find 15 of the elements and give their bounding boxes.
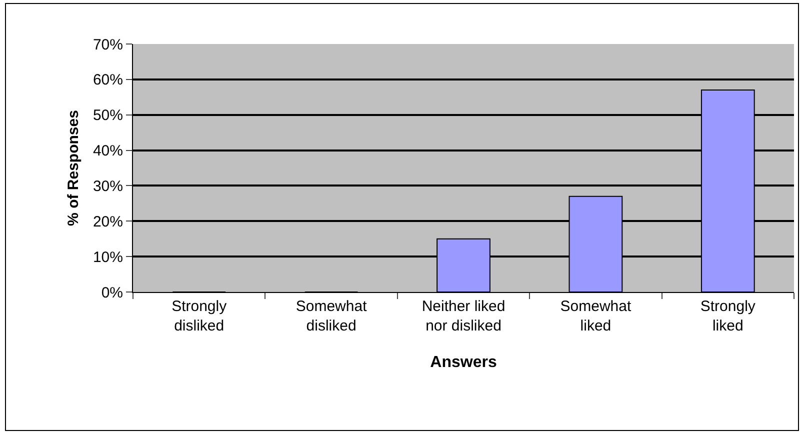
y-tick-label: 20% <box>92 213 123 230</box>
x-tick-label: Somewhat liked <box>560 298 632 334</box>
x-tick-label: Strongly disliked <box>172 298 228 334</box>
y-tick-label: 0% <box>101 284 123 302</box>
y-tick-label: 50% <box>92 107 123 124</box>
x-tick-label: Somewhat disliked <box>296 298 368 334</box>
x-tick-label: Strongly liked <box>700 298 756 334</box>
x-axis-title: Answers <box>430 354 497 372</box>
x-tick-label: Neither liked nor disliked <box>422 298 506 334</box>
y-tick-label: 40% <box>92 142 123 160</box>
y-tick-label: 30% <box>92 178 123 195</box>
y-tick-label: 70% <box>92 36 123 54</box>
y-tick-label: 10% <box>92 248 123 266</box>
y-axis-title: % of Responses <box>65 110 82 226</box>
y-tick-label: 60% <box>92 72 123 89</box>
